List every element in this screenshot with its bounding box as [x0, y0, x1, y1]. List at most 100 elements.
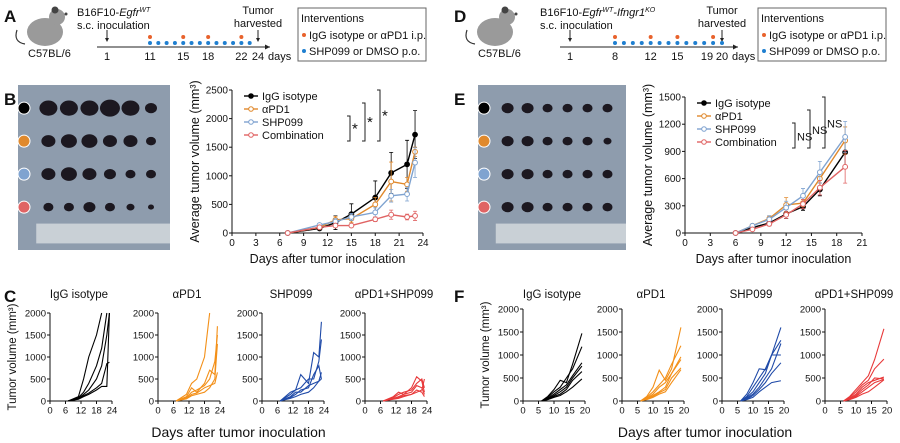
legend-label: αPD1	[262, 104, 290, 116]
x-tick-label: 0	[229, 238, 235, 249]
y-tick-label: 500	[345, 374, 361, 385]
x-tick-label: 18	[303, 406, 314, 417]
x-tick-label: 12	[76, 406, 87, 417]
y-tick-label: 2000	[206, 114, 229, 125]
x-tick-label: 15	[564, 406, 575, 417]
data-point	[816, 184, 823, 191]
significance-bracket	[807, 109, 811, 149]
timeline-event-arrowhead	[720, 38, 724, 42]
tumor	[126, 203, 135, 211]
legend-label: SHP099	[715, 124, 756, 136]
x-tick-label: 24	[417, 238, 429, 249]
data-point	[348, 222, 355, 229]
y-tick-label: 500	[30, 374, 46, 385]
tumor	[59, 100, 78, 116]
ip-dose-dot	[148, 35, 152, 39]
y-axis-title: Tumor volume (mm³)	[480, 301, 492, 408]
significance-bracket	[347, 115, 351, 142]
x-tick-label: 6	[378, 406, 383, 417]
po-dose-dot	[613, 41, 617, 45]
y-tick-label: 2000	[237, 308, 258, 319]
x-tick-label: 0	[619, 406, 624, 417]
y-tick-label: 1500	[498, 327, 519, 338]
group-color-marker	[17, 167, 31, 181]
tumor	[104, 202, 115, 212]
y-tick-label: 0	[253, 396, 258, 407]
y-tick-label: 1500	[659, 93, 682, 104]
tumor	[542, 169, 553, 179]
y-tick-label: 2000	[340, 308, 361, 319]
individual-tumor-curve	[175, 312, 211, 402]
x-tick-label: 12	[322, 238, 334, 249]
x-tick-label: 0	[822, 406, 827, 417]
x-tick-label: 0	[520, 406, 525, 417]
ip-legend-label: IgG isotype or αPD1 i.p.	[769, 30, 886, 42]
tumor	[542, 202, 553, 212]
panel-label-d: D	[454, 7, 466, 26]
mouse-ear	[51, 6, 59, 14]
legend-label: Combination	[715, 137, 777, 149]
data-point	[800, 201, 806, 207]
individual-tumor-curve	[843, 328, 885, 402]
timeline-day-label: 12	[645, 51, 657, 63]
x-axis-title: Days after tumor inoculation	[696, 252, 852, 266]
photo-ruler	[495, 223, 626, 244]
ip-dose-dot	[675, 35, 680, 39]
y-tick-label: 1500	[206, 143, 229, 154]
tumor	[542, 136, 553, 146]
y-tick-label: 0	[356, 396, 361, 407]
data-point	[372, 201, 379, 208]
data-point	[388, 178, 395, 185]
timeline-day-label: 1	[567, 51, 573, 63]
y-axis-title: Average tumor volume (mm³)	[641, 84, 655, 246]
mouse-nose	[514, 12, 518, 16]
individual-tumor-curve	[640, 327, 682, 402]
y-tick-label: 0	[149, 396, 154, 407]
x-tick-label: 0	[362, 406, 367, 417]
x-tick-label: 12	[391, 406, 402, 417]
tumor	[146, 169, 156, 179]
y-tick-label: 500	[138, 374, 154, 385]
x-tick-label: 20	[679, 406, 690, 417]
timeline-event-arrowhead	[256, 38, 260, 42]
harvest-label-line2: harvested	[234, 18, 282, 30]
subplot-title: αPD1	[636, 289, 665, 301]
x-tick-label: 21	[394, 238, 406, 249]
po-dose-dot	[164, 41, 169, 45]
x-axis-title: Days after tumor inoculation	[151, 424, 325, 440]
tumor	[582, 202, 593, 212]
individual-tumor-curve	[640, 359, 682, 402]
x-tick-label: 0	[719, 406, 724, 417]
ip-legend-dot	[302, 33, 306, 37]
individual-tumor-curve	[740, 354, 781, 402]
tumor	[562, 103, 573, 113]
x-tick-label: 6	[63, 406, 68, 417]
individual-tumor-curve	[67, 312, 108, 402]
group-color-marker	[477, 167, 491, 181]
x-tick-label: 24	[107, 406, 118, 417]
series-line-2	[735, 136, 846, 234]
legend-marker	[248, 93, 254, 99]
y-tick-label: 1500	[697, 327, 718, 338]
interventions-title: Interventions	[301, 13, 364, 25]
tumor-photo	[17, 85, 170, 250]
tumor	[148, 204, 154, 210]
legend-marker	[701, 126, 707, 132]
subplot-title: IgG isotype	[50, 289, 108, 301]
data-point	[816, 169, 823, 176]
timeline-event-arrowhead	[105, 38, 109, 42]
timeline-event-arrowhead	[568, 38, 572, 42]
y-tick-label: 1500	[25, 330, 46, 341]
data-point	[783, 204, 790, 211]
y-tick-label: 0	[613, 396, 618, 407]
y-tick-label: 500	[242, 374, 258, 385]
individual-tumor-curve	[740, 380, 782, 402]
mouse-nose	[64, 12, 68, 16]
x-tick-label: 6	[275, 406, 280, 417]
individual-tumor-curve	[382, 378, 425, 402]
significance-label: *	[382, 108, 388, 125]
legend-label: IgG isotype	[262, 91, 318, 103]
x-tick-label: 6	[277, 238, 283, 249]
group-color-marker	[17, 134, 31, 148]
y-tick-label: 1000	[697, 350, 718, 361]
